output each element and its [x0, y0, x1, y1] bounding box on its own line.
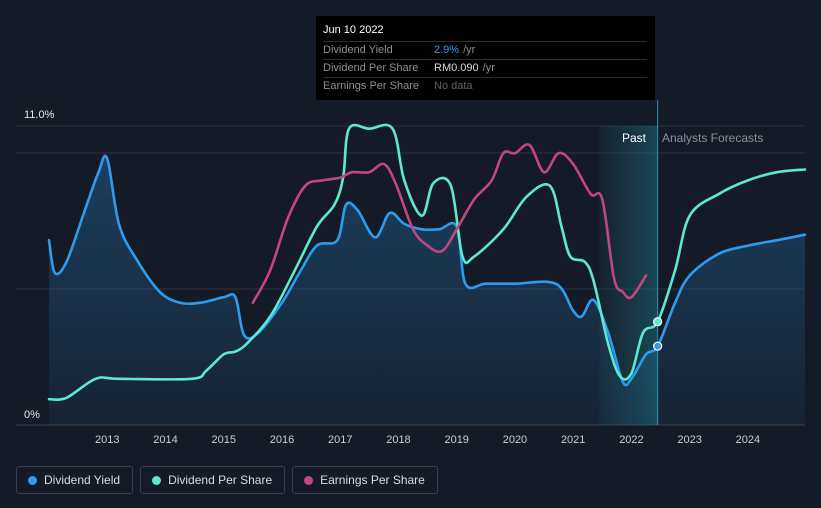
legend-label: Dividend Per Share [168, 473, 273, 487]
x-tick-2023: 2023 [677, 434, 701, 446]
legend-earnings-per-share[interactable]: Earnings Per Share [292, 466, 438, 494]
x-tick-2013: 2013 [95, 434, 119, 446]
tooltip-unit: /yr [463, 44, 476, 56]
marker-dividend-per-share [653, 317, 663, 327]
forecast-label: Analysts Forecasts [662, 131, 763, 145]
tooltip-label: Earnings Per Share [323, 80, 419, 92]
y-tick-top: 11.0% [24, 109, 55, 121]
y-tick-bottom: 0% [24, 409, 40, 421]
legend-dot-icon [152, 475, 162, 485]
past-label: Past [622, 131, 647, 145]
x-tick-2024: 2024 [736, 434, 760, 446]
x-tick-2014: 2014 [153, 434, 177, 446]
series-lines [47, 123, 807, 401]
tooltip-row-dividend-yield: Dividend Yield 2.9% /yr [323, 41, 647, 59]
marker-dividend-yield [653, 341, 663, 351]
legend-dot-icon [304, 475, 314, 485]
legend-label: Dividend Yield [44, 473, 121, 487]
series-markers [653, 317, 663, 351]
series-area-dividend-yield [49, 155, 805, 426]
x-tick-2022: 2022 [619, 434, 643, 446]
tooltip-row-earnings-per-share: Earnings Per Share No data [323, 77, 647, 95]
hover-tooltip: Jun 10 2022 Dividend Yield 2.9% /yr Divi… [316, 16, 655, 100]
series-line-dividend-yield [47, 154, 807, 387]
tooltip-date: Jun 10 2022 [323, 24, 384, 36]
chart-legend: Dividend Yield Dividend Per Share Earnin… [16, 466, 438, 494]
x-tick-2020: 2020 [503, 434, 527, 446]
x-tick-2016: 2016 [270, 434, 294, 446]
x-tick-2021: 2021 [561, 434, 585, 446]
tooltip-value: RM0.090 [434, 62, 479, 74]
tooltip-value: 2.9% [434, 44, 460, 56]
x-tick-2019: 2019 [444, 434, 468, 446]
legend-label: Earnings Per Share [320, 473, 425, 487]
series-line-dividend-per-share [47, 123, 807, 401]
axis-labels: 11.0% 0% Past Analysts Forecasts 2013 201… [24, 109, 763, 446]
tooltip-unit: /yr [482, 62, 495, 74]
x-tick-2017: 2017 [328, 434, 352, 446]
tooltip-label: Dividend Per Share [323, 62, 419, 74]
legend-dividend-per-share[interactable]: Dividend Per Share [140, 466, 286, 494]
tooltip-value: No data [434, 80, 473, 92]
x-tick-2015: 2015 [211, 434, 235, 446]
series-line-earnings-per-share [251, 143, 648, 304]
tooltip-row-dividend-per-share: Dividend Per Share RM0.090 /yr [323, 59, 647, 77]
legend-dividend-yield[interactable]: Dividend Yield [16, 466, 134, 494]
series-fills [49, 155, 805, 426]
x-tick-2018: 2018 [386, 434, 410, 446]
legend-dot-icon [28, 475, 37, 485]
tooltip-label: Dividend Yield [323, 44, 393, 56]
